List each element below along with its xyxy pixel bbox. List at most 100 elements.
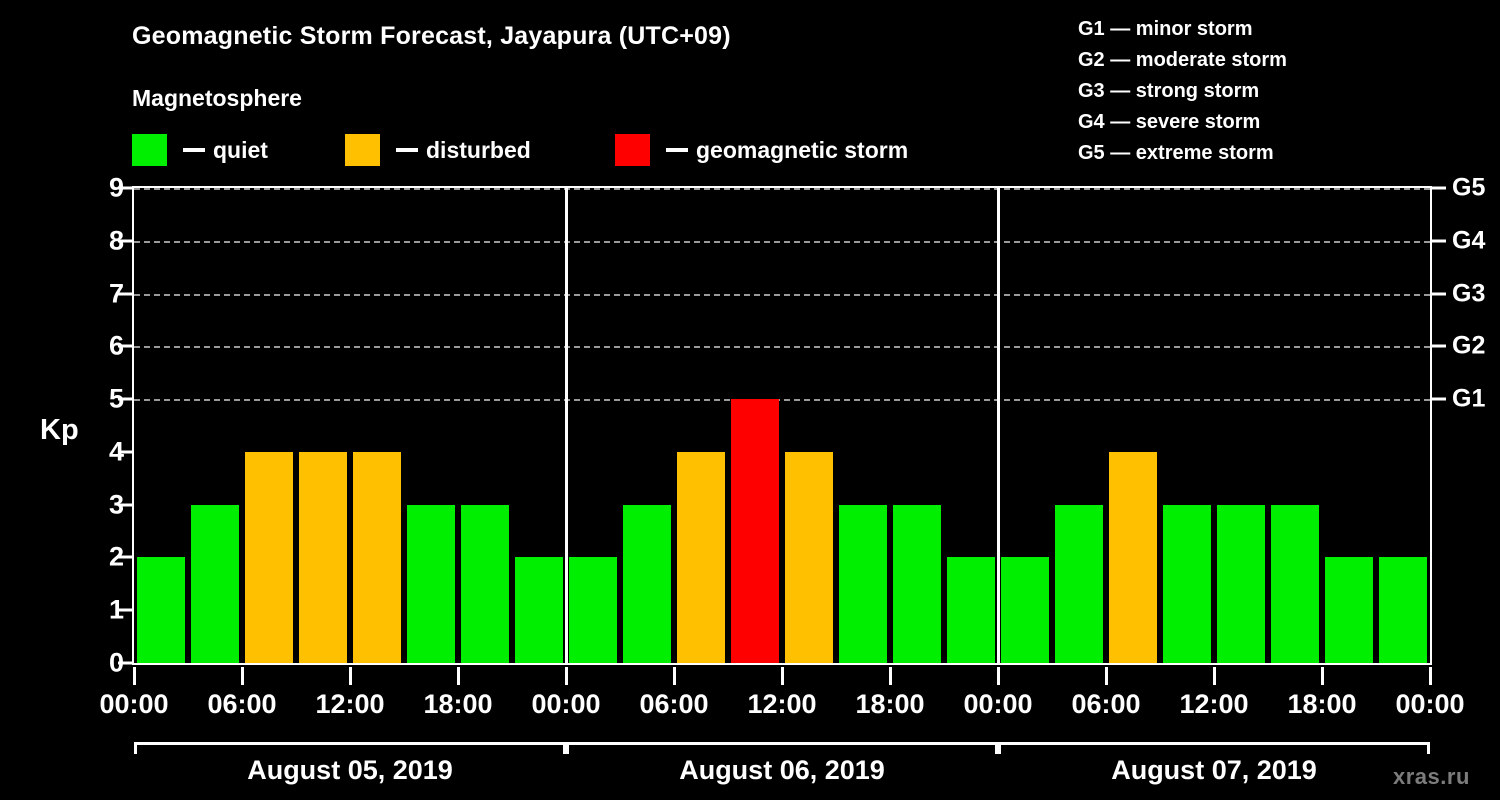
legend-swatch-quiet [132, 134, 167, 166]
y-tick-mark-8 [118, 239, 132, 243]
y-tick-label-5: 5 [108, 383, 124, 414]
legend-item-quiet: quiet [132, 133, 268, 167]
legend-dash-icon [396, 148, 418, 152]
bar [1271, 504, 1319, 663]
bar [569, 557, 617, 663]
x-tick-label: 00:00 [1395, 689, 1465, 719]
y-tick-label-9: 9 [108, 172, 124, 203]
g-tick-mark-G3 [1432, 292, 1446, 296]
y-tick-label-8: 8 [108, 225, 124, 256]
y-tick-label-0: 0 [108, 647, 124, 678]
legend-dash-icon [183, 148, 205, 152]
g-scale-legend: G1 — minor storm G2 — moderate storm G3 — … [1078, 14, 1287, 169]
x-tick-label: 00:00 [99, 689, 169, 719]
legend-dash-icon [666, 148, 688, 152]
g-axis-label-G2: G2 [1452, 331, 1486, 360]
g-tick-mark-G4 [1432, 239, 1446, 243]
date-bracket-2 [566, 742, 998, 754]
date-label-2: August 06, 2019 [679, 755, 885, 785]
x-tick-mark [456, 667, 460, 685]
bar [731, 399, 779, 663]
y-tick-mark-2 [118, 555, 132, 559]
gridline-kp-8 [134, 240, 1430, 243]
x-tick-label: 00:00 [531, 689, 601, 719]
y-tick-mark-0 [118, 661, 132, 665]
y-tick-mark-7 [118, 292, 132, 296]
bar [407, 504, 455, 663]
g-axis-label-G3: G3 [1452, 279, 1486, 308]
day-separator-2 [996, 188, 1000, 663]
x-tick-label: 06:00 [639, 689, 709, 719]
g-scale-line-4: G4 — severe storm [1078, 111, 1261, 133]
gridline-kp-6 [134, 346, 1430, 349]
x-tick-mark [1104, 667, 1108, 685]
x-tick-mark [132, 667, 136, 685]
bar [893, 504, 941, 663]
g-scale-line-1: G1 — minor storm [1078, 18, 1253, 40]
date-label-1: August 05, 2019 [247, 755, 453, 785]
g-axis-label-G1: G1 [1452, 384, 1486, 413]
y-tick-label-3: 3 [108, 489, 124, 520]
y-tick-mark-1 [118, 608, 132, 612]
y-tick-mark-9 [118, 186, 132, 190]
y-tick-label-6: 6 [108, 330, 124, 361]
x-tick-mark [1320, 667, 1324, 685]
x-tick-label: 12:00 [315, 689, 385, 719]
x-tick-mark [888, 667, 892, 685]
watermark: xras.ru [1393, 764, 1470, 789]
legend-label-disturbed: disturbed [426, 137, 531, 163]
bar [785, 451, 833, 663]
x-tick-mark [780, 667, 784, 685]
x-tick-mark [564, 667, 568, 685]
bar [1001, 557, 1049, 663]
x-tick-mark [1428, 667, 1432, 685]
x-tick-label: 12:00 [1179, 689, 1249, 719]
y-tick-mark-4 [118, 450, 132, 454]
x-tick-mark [996, 667, 1000, 685]
gridline-kp-9 [134, 188, 1430, 190]
y-tick-mark-6 [118, 344, 132, 348]
x-tick-mark [672, 667, 676, 685]
y-tick-label-2: 2 [108, 541, 124, 572]
x-tick-label: 06:00 [207, 689, 277, 719]
g-tick-mark-G2 [1432, 344, 1446, 348]
g-scale-line-5: G5 — extreme storm [1078, 142, 1274, 164]
legend-swatch-geomagnetic-storm [615, 134, 650, 166]
bar [839, 504, 887, 663]
bar [1109, 451, 1157, 663]
g-axis-label-G4: G4 [1452, 226, 1486, 255]
legend-label-geomagnetic-storm: geomagnetic storm [696, 137, 909, 163]
bar [1055, 504, 1103, 663]
x-tick-label: 18:00 [1287, 689, 1357, 719]
y-tick-label-4: 4 [108, 436, 124, 467]
y-axis-title: Kp [40, 414, 79, 446]
plot-area [132, 186, 1432, 665]
date-label-3: August 07, 2019 [1111, 755, 1317, 785]
g-scale-line-2: G2 — moderate storm [1078, 49, 1287, 71]
x-tick-mark [240, 667, 244, 685]
plot-inner [134, 188, 1430, 663]
g-tick-mark-G5 [1432, 186, 1446, 190]
bar [947, 557, 995, 663]
bar [1325, 557, 1373, 663]
legend-item-geomagnetic-storm: geomagnetic storm [615, 133, 908, 167]
g-axis-label-G5: G5 [1452, 173, 1486, 202]
x-tick-label: 00:00 [963, 689, 1033, 719]
bar [137, 557, 185, 663]
x-tick-label: 18:00 [423, 689, 493, 719]
bar [299, 451, 347, 663]
bar [1379, 557, 1427, 663]
bar [677, 451, 725, 663]
x-tick-mark [1212, 667, 1216, 685]
g-scale-line-3: G3 — strong storm [1078, 80, 1260, 102]
x-tick-mark [348, 667, 352, 685]
y-tick-mark-3 [118, 503, 132, 507]
y-tick-label-1: 1 [108, 594, 124, 625]
page-title: Geomagnetic Storm Forecast, Jayapura (UT… [132, 22, 731, 50]
bar [353, 451, 401, 663]
bar [191, 504, 239, 663]
bar [623, 504, 671, 663]
bar [515, 557, 563, 663]
bar [1217, 504, 1265, 663]
